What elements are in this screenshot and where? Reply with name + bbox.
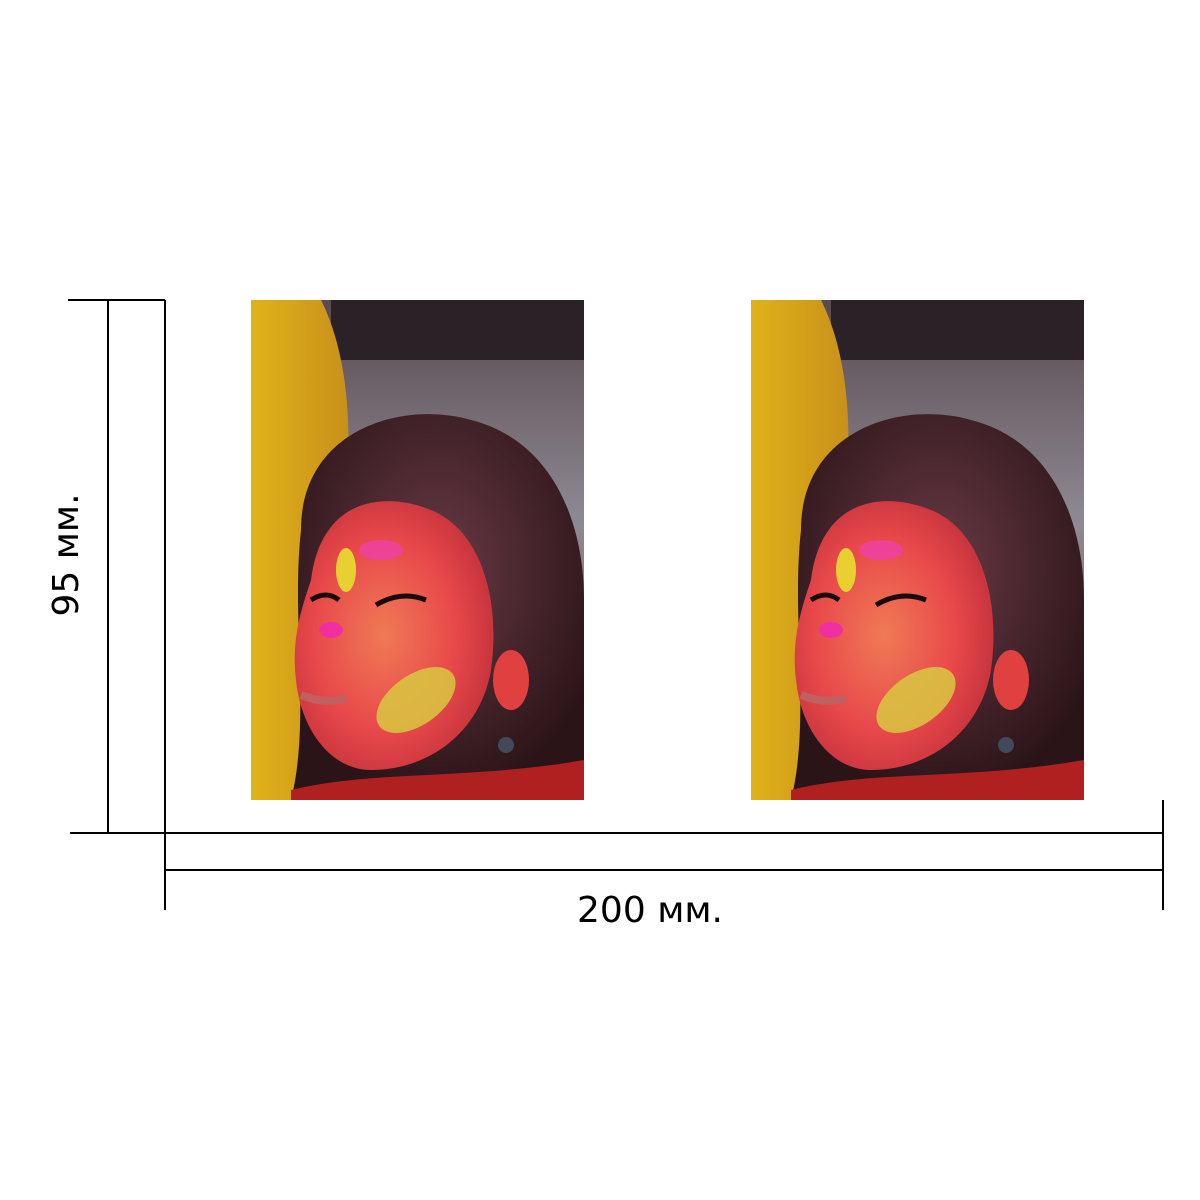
- product-photo: [251, 300, 584, 800]
- product-photo: [751, 300, 1084, 800]
- width-dimension: 200 мм.: [164, 800, 1164, 931]
- height-label: 95 мм.: [46, 493, 87, 616]
- width-label: 200 мм.: [577, 890, 723, 931]
- height-dimension: 95 мм.: [46, 299, 166, 834]
